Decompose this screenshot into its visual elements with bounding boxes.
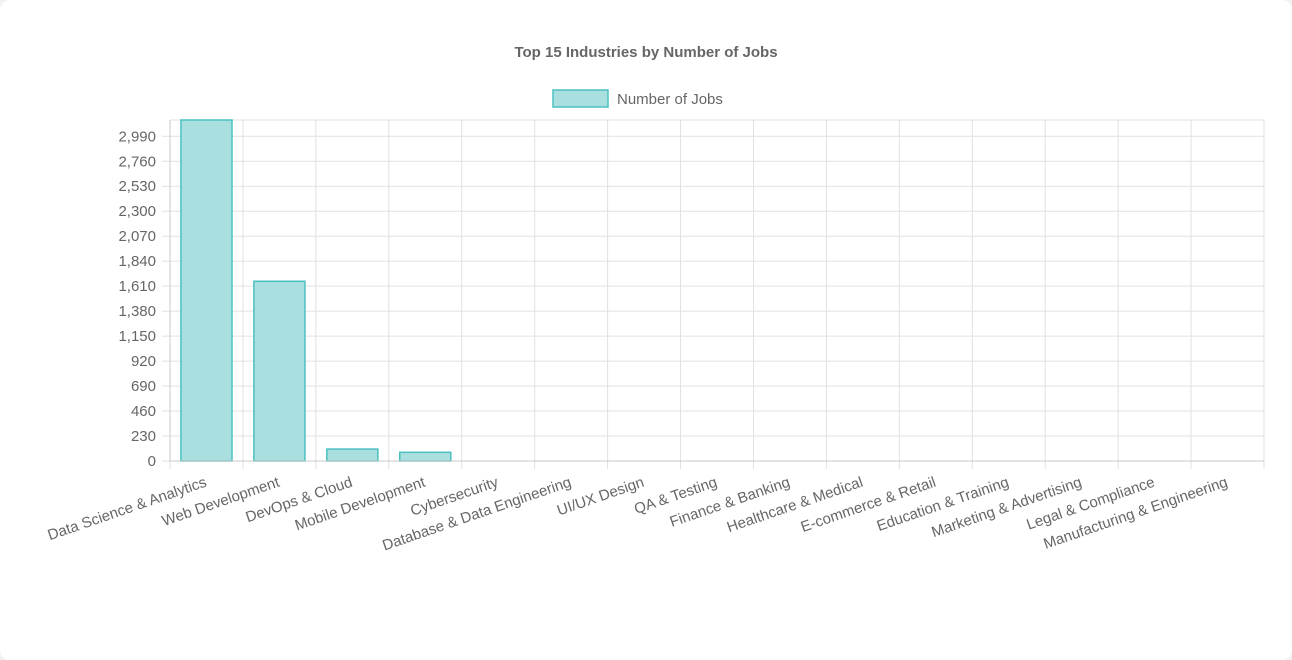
legend-swatch: [552, 89, 609, 108]
bar[interactable]: [253, 280, 306, 462]
y-tick-label: 920: [131, 353, 156, 370]
chart-title: Top 15 Industries by Number of Jobs: [514, 44, 777, 61]
y-tick-label: 1,150: [118, 328, 156, 345]
y-tick-label: 2,300: [118, 203, 156, 220]
y-tick-label: 230: [131, 428, 156, 445]
y-tick-label: 690: [131, 378, 156, 395]
y-tick-label: 2,530: [118, 178, 156, 195]
y-tick-label: 1,840: [118, 253, 156, 270]
bar[interactable]: [180, 119, 233, 462]
legend[interactable]: Number of Jobs: [552, 89, 723, 108]
y-tick-label: 0: [148, 453, 156, 470]
bar[interactable]: [326, 448, 379, 462]
y-tick-labels: 0 230 460 690 920 1,150 1,380 1,610 1,840 2,070 2,…: [118, 128, 156, 470]
axes: [169, 120, 1264, 462]
y-tick-label: 1,610: [118, 278, 156, 295]
y-tick-label: 1,380: [118, 303, 156, 320]
legend-label[interactable]: Number of Jobs: [617, 91, 723, 108]
bars: [180, 119, 452, 462]
y-tick-label: 2,070: [118, 228, 156, 245]
y-tick-label: 2,760: [118, 153, 156, 170]
bar[interactable]: [398, 451, 452, 462]
y-tick-label: 460: [131, 403, 156, 420]
y-tick-label: 2,990: [118, 128, 156, 145]
grid-lines: [162, 119, 1265, 469]
